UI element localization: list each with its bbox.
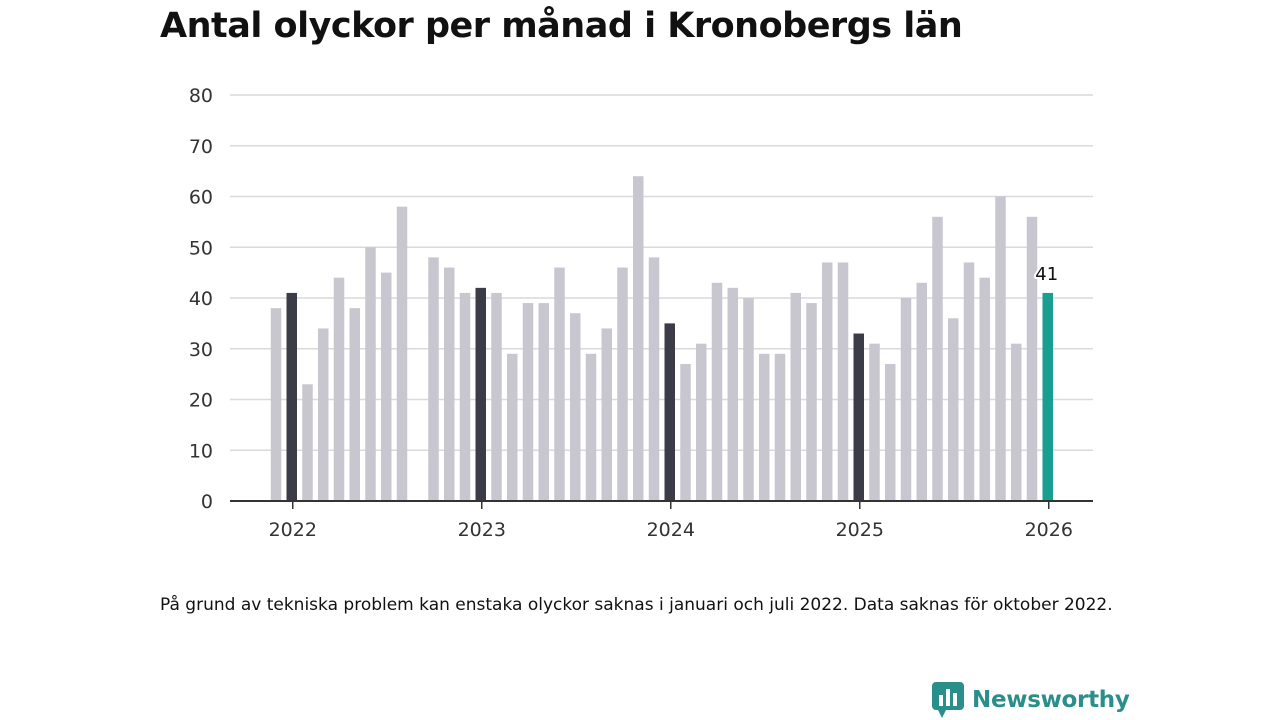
x-tick-label: 2024: [647, 519, 695, 541]
y-tick-label: 30: [189, 339, 213, 361]
y-tick-label: 70: [189, 136, 213, 158]
latest-value-label: 41: [1035, 264, 1058, 285]
y-tick-label: 80: [189, 85, 213, 107]
x-tick-label: 2023: [458, 519, 506, 541]
bar: [727, 287, 738, 501]
bar: [554, 267, 565, 501]
bar: [711, 282, 723, 501]
bar: [759, 353, 770, 501]
bar: [900, 298, 912, 501]
bar: [585, 353, 597, 501]
bar: [1011, 343, 1022, 501]
bar: [696, 343, 707, 501]
y-tick-label: 20: [189, 390, 213, 412]
bar: [475, 287, 486, 501]
footnote: På grund av tekniska problem kan enstaka…: [160, 595, 1113, 615]
bar: [302, 384, 313, 501]
x-tick-label: 2025: [836, 519, 884, 541]
bar: [349, 308, 360, 501]
bar: [648, 257, 660, 501]
bar: [790, 292, 801, 501]
bar: [948, 318, 959, 501]
bars: [270, 176, 1053, 502]
bar: [932, 216, 943, 502]
bar: [459, 292, 471, 501]
x-tick-label: 2022: [269, 519, 317, 541]
bar: [428, 257, 439, 501]
newsworthy-logo-icon: [932, 682, 964, 718]
bar: [270, 308, 282, 501]
bar: [869, 343, 880, 501]
y-tick-label: 60: [189, 187, 213, 209]
data-labels: 41: [1033, 262, 1060, 287]
bar: [444, 267, 455, 501]
bar: [1042, 292, 1053, 501]
bar: [507, 353, 518, 501]
bar: [979, 277, 990, 501]
brand: Newsworthy: [932, 682, 1130, 718]
bar: [617, 267, 628, 501]
x-tick-label: 2026: [1025, 519, 1073, 541]
bar: [1026, 216, 1038, 502]
bar: [680, 363, 691, 501]
bar: [491, 292, 502, 501]
bar: [885, 363, 896, 501]
bar: [822, 262, 833, 501]
bar: [633, 176, 644, 501]
y-tick-label: 40: [189, 288, 213, 310]
bar: [963, 262, 975, 501]
bar: [664, 323, 675, 501]
bar: [286, 292, 297, 501]
bar: [333, 277, 345, 501]
bar: [570, 313, 581, 501]
y-tick-label: 0: [201, 491, 213, 513]
bar: [365, 247, 376, 501]
y-tick-label: 10: [189, 440, 213, 462]
bar: [806, 303, 817, 501]
bar: [538, 303, 549, 501]
bar: [396, 206, 408, 501]
bar: [381, 272, 392, 501]
bar: [601, 328, 612, 501]
bar-chart: 0 10 20 30 40 50 60 70 80 2022 2023 2024 2025 2026 4…: [189, 85, 1093, 541]
y-tick-label: 50: [189, 237, 213, 259]
chart-title: Antal olyckor per månad i Kronobergs län: [160, 6, 963, 46]
brand-name: Newsworthy: [972, 687, 1130, 713]
bar: [318, 328, 329, 501]
bar: [522, 303, 534, 501]
x-axis: 2022 2023 2024 2025 2026: [230, 500, 1093, 541]
bar: [743, 298, 754, 501]
bar: [916, 282, 927, 501]
bar: [837, 262, 849, 501]
bar: [995, 196, 1006, 501]
bar: [774, 353, 786, 501]
bar: [853, 333, 864, 501]
